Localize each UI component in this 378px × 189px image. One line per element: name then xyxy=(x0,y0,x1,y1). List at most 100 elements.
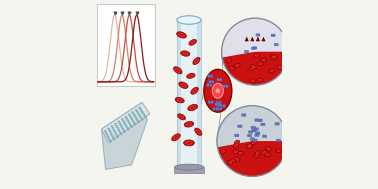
Ellipse shape xyxy=(253,46,255,49)
Ellipse shape xyxy=(217,107,219,110)
Ellipse shape xyxy=(135,116,137,118)
Ellipse shape xyxy=(122,129,125,131)
Wedge shape xyxy=(222,18,289,57)
Ellipse shape xyxy=(115,133,117,134)
Ellipse shape xyxy=(114,131,116,132)
Ellipse shape xyxy=(117,129,119,130)
Ellipse shape xyxy=(217,104,219,107)
Ellipse shape xyxy=(242,114,244,116)
Ellipse shape xyxy=(181,51,190,56)
Ellipse shape xyxy=(223,85,225,88)
Ellipse shape xyxy=(191,87,198,94)
Ellipse shape xyxy=(229,159,235,163)
Ellipse shape xyxy=(121,119,124,120)
Ellipse shape xyxy=(251,64,256,69)
Ellipse shape xyxy=(137,112,139,114)
Wedge shape xyxy=(217,106,288,147)
Ellipse shape xyxy=(141,119,143,120)
Ellipse shape xyxy=(246,145,253,149)
Polygon shape xyxy=(101,102,147,169)
Ellipse shape xyxy=(250,138,253,140)
FancyBboxPatch shape xyxy=(175,167,203,173)
Ellipse shape xyxy=(144,116,147,118)
Ellipse shape xyxy=(113,129,115,130)
Ellipse shape xyxy=(249,134,252,137)
Ellipse shape xyxy=(141,110,143,112)
Ellipse shape xyxy=(122,120,124,122)
Ellipse shape xyxy=(106,134,108,135)
Ellipse shape xyxy=(133,115,136,116)
Ellipse shape xyxy=(112,127,114,129)
Ellipse shape xyxy=(238,125,240,128)
Ellipse shape xyxy=(208,101,211,104)
Ellipse shape xyxy=(217,103,220,106)
Ellipse shape xyxy=(107,136,109,137)
Ellipse shape xyxy=(245,50,246,53)
Ellipse shape xyxy=(210,74,213,78)
Ellipse shape xyxy=(130,126,133,128)
Ellipse shape xyxy=(109,141,112,142)
Ellipse shape xyxy=(124,131,126,132)
Ellipse shape xyxy=(253,139,255,142)
Ellipse shape xyxy=(177,16,201,24)
Ellipse shape xyxy=(174,67,182,74)
Ellipse shape xyxy=(124,124,126,125)
Ellipse shape xyxy=(130,117,132,119)
Ellipse shape xyxy=(276,149,282,153)
Ellipse shape xyxy=(208,74,210,78)
Ellipse shape xyxy=(116,127,118,128)
Ellipse shape xyxy=(133,113,135,115)
Ellipse shape xyxy=(227,160,233,164)
Ellipse shape xyxy=(248,131,251,133)
Ellipse shape xyxy=(254,53,260,57)
Ellipse shape xyxy=(193,57,200,65)
Ellipse shape xyxy=(108,139,111,141)
Ellipse shape xyxy=(274,43,276,46)
Ellipse shape xyxy=(258,119,260,122)
Ellipse shape xyxy=(188,104,198,111)
Ellipse shape xyxy=(255,119,257,122)
FancyBboxPatch shape xyxy=(197,20,201,169)
Ellipse shape xyxy=(104,130,106,132)
Ellipse shape xyxy=(215,88,220,93)
Ellipse shape xyxy=(254,129,256,132)
Ellipse shape xyxy=(258,132,260,135)
Ellipse shape xyxy=(120,124,122,126)
Ellipse shape xyxy=(219,107,222,110)
Ellipse shape xyxy=(276,43,278,46)
Ellipse shape xyxy=(206,83,209,87)
Ellipse shape xyxy=(257,78,263,82)
Ellipse shape xyxy=(115,125,118,126)
Ellipse shape xyxy=(187,73,195,78)
Ellipse shape xyxy=(125,118,128,119)
Ellipse shape xyxy=(125,125,127,127)
Ellipse shape xyxy=(119,123,121,124)
Ellipse shape xyxy=(139,108,142,110)
Ellipse shape xyxy=(110,133,112,135)
Ellipse shape xyxy=(256,132,258,135)
Ellipse shape xyxy=(109,132,112,133)
Ellipse shape xyxy=(111,135,113,136)
Ellipse shape xyxy=(143,113,145,115)
Ellipse shape xyxy=(246,144,252,148)
Ellipse shape xyxy=(135,109,137,111)
Ellipse shape xyxy=(132,112,134,113)
Ellipse shape xyxy=(178,114,186,120)
Ellipse shape xyxy=(127,121,130,123)
Ellipse shape xyxy=(108,130,111,131)
Ellipse shape xyxy=(226,58,232,63)
Ellipse shape xyxy=(257,62,263,65)
Ellipse shape xyxy=(125,116,127,118)
Ellipse shape xyxy=(255,134,257,137)
Ellipse shape xyxy=(175,164,203,170)
Ellipse shape xyxy=(108,137,110,139)
Ellipse shape xyxy=(219,104,222,107)
Ellipse shape xyxy=(175,97,184,103)
Ellipse shape xyxy=(134,124,136,125)
Ellipse shape xyxy=(234,143,239,147)
Ellipse shape xyxy=(121,126,123,127)
Ellipse shape xyxy=(261,123,263,126)
Ellipse shape xyxy=(277,122,279,125)
Ellipse shape xyxy=(257,134,259,137)
Ellipse shape xyxy=(138,107,141,108)
